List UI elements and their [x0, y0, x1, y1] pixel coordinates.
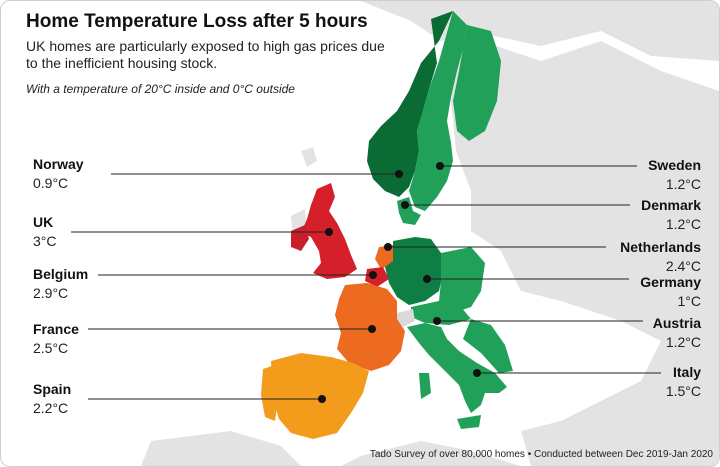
- spain-name: Spain: [33, 381, 72, 397]
- balkans-shape: [463, 319, 513, 373]
- eastern-europe-shape: [439, 247, 485, 313]
- italy-name: Italy: [672, 364, 701, 380]
- netherlands-marker: [384, 243, 392, 251]
- label-france: France 2.5°C: [33, 320, 79, 358]
- label-belgium: Belgium 2.9°C: [33, 265, 88, 303]
- italy-shape: [407, 323, 507, 413]
- spain-value: 2.2°C: [33, 400, 69, 416]
- germany-value: 1°C: [677, 293, 702, 309]
- austria-marker: [433, 317, 441, 325]
- leader-lines: [71, 165, 661, 400]
- label-netherlands: Netherlands 2.4°C: [620, 238, 701, 276]
- uk-value: 3°C: [33, 233, 57, 249]
- belgium-marker: [369, 271, 377, 279]
- sardinia-shape: [419, 373, 431, 399]
- spain-marker: [318, 395, 326, 403]
- belgium-value: 2.9°C: [33, 285, 69, 301]
- italy-value: 1.5°C: [665, 383, 701, 399]
- uk-marker: [325, 228, 333, 236]
- austria-name: Austria: [652, 315, 701, 331]
- source-note: Tado Survey of over 80,000 homes • Condu…: [369, 449, 713, 460]
- germany-shape: [385, 237, 443, 305]
- germany-name: Germany: [640, 274, 701, 290]
- label-austria: Austria 1.2°C: [653, 314, 701, 352]
- denmark-name: Denmark: [641, 197, 701, 213]
- sicily-shape: [457, 415, 481, 429]
- switzerland-shape: [395, 309, 415, 327]
- map-title: Home Temperature Loss after 5 hours: [26, 11, 368, 32]
- germany-marker: [423, 275, 431, 283]
- austria-value: 1.2°C: [665, 334, 701, 350]
- label-sweden: Sweden 1.2°C: [648, 156, 701, 194]
- norway-shape: [367, 11, 453, 197]
- france-marker: [368, 325, 376, 333]
- austria-shape: [411, 301, 471, 325]
- label-norway: Norway 0.9°C: [33, 155, 84, 193]
- denmark-marker: [401, 201, 409, 209]
- uk-name: UK: [33, 214, 54, 230]
- label-denmark: Denmark 1.2°C: [641, 196, 701, 234]
- sweden-marker: [436, 162, 444, 170]
- map-subtitle: UK homes are particularly exposed to hig…: [26, 38, 385, 71]
- label-uk: UK 3°C: [33, 213, 57, 251]
- denmark-value: 1.2°C: [665, 216, 701, 232]
- netherlands-shape: [375, 245, 393, 269]
- sweden-name: Sweden: [648, 157, 701, 173]
- italy-marker: [473, 369, 481, 377]
- belgium-name: Belgium: [33, 266, 89, 282]
- label-italy: Italy 1.5°C: [666, 363, 701, 401]
- netherlands-name: Netherlands: [620, 239, 701, 255]
- label-germany: Germany 1°C: [640, 273, 701, 311]
- norway-name: Norway: [33, 156, 84, 172]
- norway-marker: [395, 170, 403, 178]
- label-spain: Spain 2.2°C: [33, 380, 71, 418]
- map-note: With a temperature of 20°C inside and 0°…: [26, 82, 295, 96]
- sweden-shape: [409, 11, 467, 211]
- france-name: France: [33, 321, 79, 337]
- finland-shape: [453, 25, 501, 141]
- country-markers: [318, 162, 481, 403]
- netherlands-value: 2.4°C: [665, 258, 701, 274]
- norway-value: 0.9°C: [33, 175, 69, 191]
- france-value: 2.5°C: [33, 340, 69, 356]
- sweden-value: 1.2°C: [665, 176, 701, 192]
- portugal-shape: [261, 365, 279, 421]
